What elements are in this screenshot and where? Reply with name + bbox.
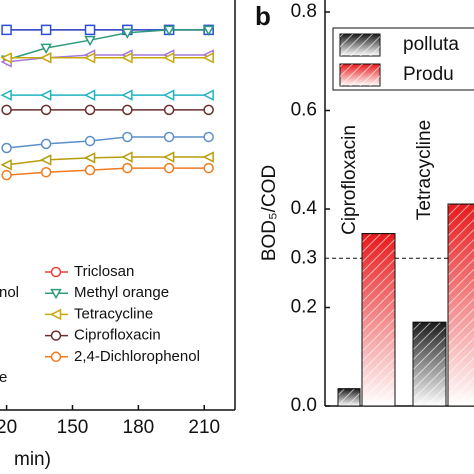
y-tick-label: 0.0 xyxy=(291,395,317,416)
marker xyxy=(0,89,12,101)
x-tick-label: 20 xyxy=(0,417,17,438)
marker xyxy=(162,151,175,163)
y-tick-label: 0.8 xyxy=(291,1,317,22)
marker xyxy=(122,104,133,116)
marker xyxy=(203,162,214,174)
x-axis-label: min) xyxy=(14,449,51,470)
reference-label: 0.3 xyxy=(291,247,317,268)
legend-label: Produ xyxy=(403,64,454,85)
marker xyxy=(121,52,133,64)
category-label: Tetracycline xyxy=(414,120,435,220)
legend-label: Ciprofloxacin xyxy=(74,327,161,344)
marker xyxy=(121,151,133,163)
legend-label: Methyl orange xyxy=(74,284,169,301)
series-line xyxy=(6,156,209,166)
marker xyxy=(49,308,62,321)
marker xyxy=(39,89,52,101)
marker xyxy=(84,135,96,147)
marker xyxy=(84,104,96,116)
x-tick-label: 150 xyxy=(57,417,89,438)
marker xyxy=(50,288,62,300)
marker xyxy=(202,52,214,64)
marker xyxy=(84,24,96,36)
marker xyxy=(1,169,12,181)
marker xyxy=(163,104,175,116)
marker xyxy=(50,266,62,278)
marker xyxy=(0,52,12,64)
marker xyxy=(0,159,12,171)
x-tick-label: 210 xyxy=(188,417,220,438)
marker xyxy=(40,43,52,55)
marker xyxy=(162,52,175,64)
marker xyxy=(162,89,175,101)
marker xyxy=(39,52,52,64)
marker xyxy=(83,89,96,101)
y-tick-label: 0.6 xyxy=(291,100,317,121)
marker xyxy=(1,24,12,36)
marker xyxy=(202,25,215,36)
legend-label: 2,4-Dichlorophenol xyxy=(74,348,200,365)
marker xyxy=(83,152,96,164)
marker xyxy=(50,330,62,341)
y-axis-label: BOD₅/COD xyxy=(259,165,280,261)
marker xyxy=(40,166,52,178)
marker xyxy=(1,104,12,116)
marker xyxy=(84,164,96,176)
marker xyxy=(163,131,175,143)
series-line xyxy=(6,136,209,149)
marker xyxy=(39,154,52,166)
marker xyxy=(40,138,52,150)
marker xyxy=(1,142,12,154)
marker xyxy=(163,162,175,174)
marker xyxy=(40,24,52,36)
series-line xyxy=(6,167,209,176)
marker xyxy=(50,351,62,363)
legend-label: Tetracycline xyxy=(74,305,153,322)
marker xyxy=(163,25,175,36)
legend-fragment: nol xyxy=(0,284,19,301)
category-label: Ciprofloxacin xyxy=(339,125,360,235)
x-tick-label: 180 xyxy=(123,417,155,438)
marker xyxy=(122,131,133,143)
marker xyxy=(121,28,134,39)
y-tick-label: 0.4 xyxy=(291,198,318,219)
marker xyxy=(83,52,96,64)
marker xyxy=(40,104,52,116)
marker xyxy=(84,35,96,47)
marker xyxy=(121,89,133,101)
marker xyxy=(203,104,214,116)
marker xyxy=(203,131,214,143)
series-line xyxy=(6,29,209,61)
legend-label: polluta xyxy=(403,34,459,55)
marker xyxy=(202,89,214,101)
marker xyxy=(122,162,133,174)
y-tick-label: 0.2 xyxy=(291,297,317,318)
legend-label: Triclosan xyxy=(74,263,134,280)
legend-fragment: e xyxy=(0,369,7,386)
panel-label: b xyxy=(255,1,271,31)
marker xyxy=(202,151,214,163)
